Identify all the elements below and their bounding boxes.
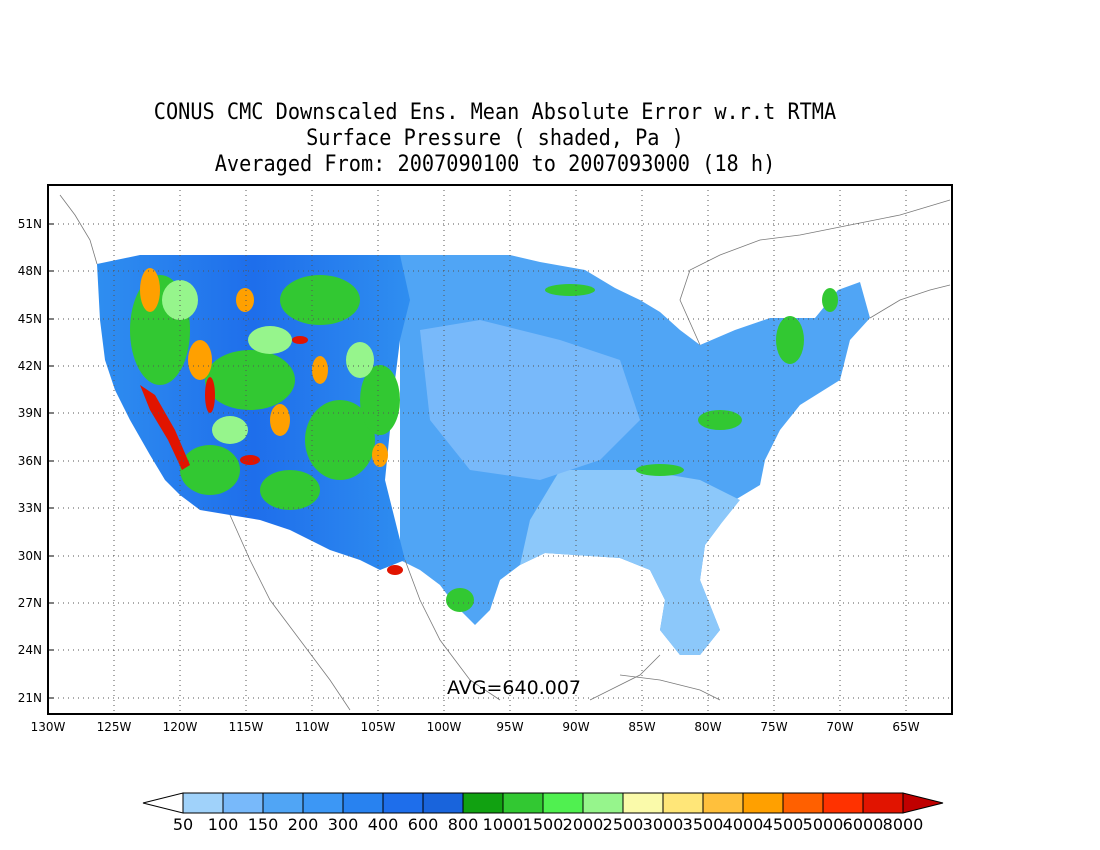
colorbar-swatch	[622, 792, 664, 814]
colorbar-label: 400	[368, 815, 399, 834]
lat-label: 24N	[18, 643, 42, 657]
colorbar-swatch	[182, 792, 224, 814]
colorbar-label: 2000	[563, 815, 604, 834]
colorbar-swatch	[742, 792, 784, 814]
colorbar-swatch	[262, 792, 304, 814]
extreme-error-patches	[140, 336, 403, 575]
lon-label: 90W	[562, 720, 589, 734]
colorbar-label: 300	[328, 815, 359, 834]
colorbar-swatch	[422, 792, 464, 814]
lat-label: 45N	[18, 312, 42, 326]
title-line-2: Surface Pressure ( shaded, Pa )	[306, 126, 684, 151]
lat-label: 48N	[18, 264, 42, 278]
colorbar-label: 3500	[683, 815, 724, 834]
colorbar-label: 50	[173, 815, 193, 834]
lat-label: 39N	[18, 406, 42, 420]
shaded-field	[97, 255, 870, 655]
colorbar-swatch	[582, 792, 624, 814]
lat-label: 51N	[18, 217, 42, 231]
plains-light-shading	[420, 320, 640, 480]
lon-label: 95W	[496, 720, 523, 734]
colorbar-label: 150	[248, 815, 279, 834]
title-line-3: Averaged From: 2007090100 to 2007093000 …	[214, 152, 776, 177]
colorbar-swatch	[822, 792, 864, 814]
colorbar-label: 6000	[843, 815, 884, 834]
lon-label: 110W	[295, 720, 330, 734]
lat-labels: 51N 48N 45N 42N 39N 36N 33N 30N 27N 24N …	[18, 217, 42, 705]
colorbar-swatch	[502, 792, 544, 814]
frame-ticks	[48, 223, 54, 699]
colorbar-label: 200	[288, 815, 319, 834]
colorbar-swatch	[222, 792, 264, 814]
lon-label: 120W	[163, 720, 198, 734]
lon-label: 105W	[361, 720, 396, 734]
lat-label: 27N	[18, 596, 42, 610]
colorbar-swatch	[862, 792, 904, 814]
lat-label: 42N	[18, 359, 42, 373]
lon-label: 130W	[31, 720, 66, 734]
colorbar-swatch	[542, 792, 584, 814]
light-green-patches	[162, 280, 374, 444]
colorbar-swatch	[382, 792, 424, 814]
colorbar-swatch	[702, 792, 744, 814]
colorbar-arrow-high	[902, 792, 944, 814]
lon-label: 80W	[694, 720, 721, 734]
lat-label: 21N	[18, 691, 42, 705]
lon-label: 85W	[628, 720, 655, 734]
colorbar-label: 1500	[523, 815, 564, 834]
lat-lon-grid	[48, 185, 952, 714]
lon-label: 115W	[229, 720, 264, 734]
colorbar-swatch	[462, 792, 504, 814]
lat-label: 33N	[18, 501, 42, 515]
colorbar-label: 2500	[603, 815, 644, 834]
colorbar-swatch	[782, 792, 824, 814]
lon-label: 100W	[427, 720, 462, 734]
lon-label: 125W	[97, 720, 132, 734]
colorbar-label: 1000	[483, 815, 524, 834]
lat-label: 30N	[18, 549, 42, 563]
lon-labels: 130W 125W 120W 115W 110W 105W 100W 95W 9…	[31, 720, 920, 734]
southeast-light-shading	[520, 470, 740, 655]
coastline-outlines	[59, 194, 951, 711]
colorbar-label: 4000	[723, 815, 764, 834]
average-annotation: AVG=640.007	[447, 677, 581, 699]
lon-label: 75W	[760, 720, 787, 734]
map-frame	[47, 184, 953, 715]
high-error-patches	[140, 268, 388, 467]
title-line-1: CONUS CMC Downscaled Ens. Mean Absolute …	[153, 100, 837, 125]
lon-label: 65W	[892, 720, 919, 734]
colorbar-label: 5000	[803, 815, 844, 834]
colorbar-label: 3000	[643, 815, 684, 834]
colorbar: 50 100 150 200 300 400 600 800 1000 1500 2000 2500 3…	[142, 792, 944, 834]
colorbar-label: 100	[208, 815, 239, 834]
colorbar-arrow-low	[142, 792, 184, 814]
colorbar-swatch	[302, 792, 344, 814]
map-title: CONUS CMC Downscaled Ens. Mean Absolute …	[40, 100, 951, 178]
colorbar-label: 600	[408, 815, 439, 834]
colorbar-swatch	[662, 792, 704, 814]
colorbar-label: 4500	[763, 815, 804, 834]
colorbar-label: 800	[448, 815, 479, 834]
lat-label: 36N	[18, 454, 42, 468]
lon-label: 70W	[826, 720, 853, 734]
colorbar-label: 8000	[883, 815, 924, 834]
colorbar-swatch	[342, 792, 384, 814]
